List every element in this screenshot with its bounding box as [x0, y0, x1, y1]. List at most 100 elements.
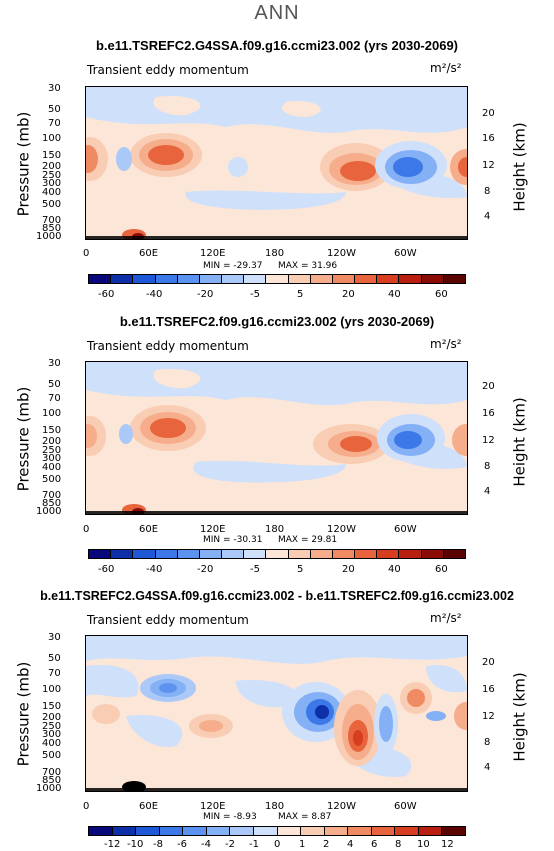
- p2-ytick-400: 400: [42, 462, 62, 473]
- p3-cb-label: 10: [417, 839, 430, 850]
- colorbar-swatch: [399, 275, 422, 283]
- p2-xtick-0: 0: [83, 524, 90, 535]
- panel-3-units: m²/s²: [430, 611, 462, 625]
- p2-ylabel-left: Pressure (mb): [14, 386, 33, 492]
- p3-ytick-850: 850: [42, 775, 62, 786]
- p3-colorbar: [88, 826, 466, 836]
- colorbar-swatch: [111, 550, 134, 558]
- colorbar-swatch: [111, 275, 134, 283]
- colorbar-swatch: [332, 275, 356, 283]
- p1-xtick-60w: 60W: [394, 248, 417, 259]
- panel-1-title: b.e11.TSREFC2.G4SSA.f09.g16.ccmi23.002 (…: [95, 38, 459, 53]
- p2-height-12: 12: [482, 435, 495, 446]
- colorbar-swatch: [395, 827, 419, 835]
- p3-cb-label: 8: [395, 839, 402, 850]
- colorbar-swatch: [355, 550, 378, 558]
- colorbar-swatch: [443, 275, 465, 283]
- p1-cb-label: 5: [297, 289, 304, 300]
- p1-cb-label: 20: [342, 289, 355, 300]
- colorbar-swatch: [310, 550, 333, 558]
- p1-height-8: 8: [484, 186, 491, 197]
- p1-ytick-150: 150: [42, 150, 62, 161]
- colorbar-swatch: [159, 827, 184, 835]
- colorbar-swatch: [421, 275, 444, 283]
- p1-cb-label: -5: [250, 289, 260, 300]
- colorbar-swatch: [371, 827, 396, 835]
- p1-xtick-180: 180: [265, 248, 285, 259]
- colorbar-swatch: [155, 550, 178, 558]
- p1-ytick-500: 500: [42, 199, 62, 210]
- p3-height-12: 12: [482, 711, 495, 722]
- p2-cb-label: 60: [435, 564, 448, 575]
- colorbar-swatch: [355, 275, 378, 283]
- panel-2-title: b.e11.TSREFC2.f09.g16.ccmi23.002 (yrs 20…: [119, 314, 435, 329]
- p1-ytick-1000: 1000: [36, 231, 62, 242]
- p2-height-20: 20: [482, 381, 495, 392]
- colorbar-swatch: [277, 827, 302, 835]
- p3-cb-label: -2: [225, 839, 235, 850]
- colorbar-swatch: [421, 550, 444, 558]
- p1-cb-label: -60: [98, 289, 115, 300]
- p2-xtick-120e: 120E: [200, 524, 226, 535]
- colorbar-swatch: [222, 275, 245, 283]
- p2-height-4: 4: [484, 486, 491, 497]
- p2-xtick-180: 180: [265, 524, 285, 535]
- p2-ytick-1000: 1000: [36, 506, 62, 517]
- p3-cb-label: 1: [299, 839, 306, 850]
- p2-cb-label: 20: [342, 564, 355, 575]
- p3-xtick-120e: 120E: [200, 801, 226, 812]
- colorbar-swatch: [253, 827, 278, 835]
- colorbar-swatch: [177, 275, 200, 283]
- p1-ytick-850: 850: [42, 223, 62, 234]
- p3-cb-label: 6: [371, 839, 378, 850]
- p3-ytick-200: 200: [42, 712, 62, 723]
- p2-cb-label: 40: [388, 564, 401, 575]
- panel-3-plot-area: [85, 635, 468, 792]
- panel-1-variable-label: Transient eddy momentum: [87, 63, 249, 77]
- p1-max-label: MAX = 31.96: [278, 261, 338, 271]
- p3-ytick-500: 500: [42, 750, 62, 761]
- p1-cb-label: 40: [388, 289, 401, 300]
- p1-ytick-400: 400: [42, 187, 62, 198]
- p3-ytick-400: 400: [42, 738, 62, 749]
- p1-ytick-100: 100: [42, 133, 62, 144]
- p3-ytick-250: 250: [42, 721, 62, 732]
- p3-ylabel-right: Height (km): [510, 672, 529, 762]
- p1-xtick-0: 0: [83, 248, 90, 259]
- panel-2-plot-area: [85, 361, 468, 515]
- colorbar-swatch: [112, 827, 137, 835]
- p3-ylabel-left: Pressure (mb): [14, 661, 33, 767]
- p1-cb-label: -40: [146, 289, 163, 300]
- p2-height-16: 16: [482, 408, 495, 419]
- p3-xtick-60e: 60E: [139, 801, 159, 812]
- p3-height-4: 4: [484, 762, 491, 773]
- p2-ytick-250: 250: [42, 445, 62, 456]
- p3-ytick-70: 70: [48, 668, 61, 679]
- p2-cb-label: -20: [197, 564, 214, 575]
- colorbar-swatch: [89, 550, 112, 558]
- colorbar-swatch: [133, 275, 156, 283]
- p2-ytick-30: 30: [48, 358, 61, 369]
- p3-ytick-50: 50: [48, 653, 61, 664]
- p2-cb-label: -60: [98, 564, 115, 575]
- colorbar-swatch: [288, 275, 311, 283]
- p1-colorbar: [88, 274, 466, 284]
- p2-ytick-850: 850: [42, 498, 62, 509]
- p2-height-8: 8: [484, 461, 491, 472]
- p3-height-16: 16: [482, 684, 495, 695]
- panel-1-plot-area: [85, 86, 468, 240]
- p1-ytick-700: 700: [42, 215, 62, 226]
- p2-ytick-70: 70: [48, 393, 61, 404]
- colorbar-swatch: [266, 275, 289, 283]
- p3-cb-label: -1: [249, 839, 259, 850]
- p3-min-label: MIN = -8.93: [203, 812, 257, 822]
- p2-cb-label: 5: [297, 564, 304, 575]
- p2-ylabel-right: Height (km): [510, 397, 529, 487]
- p2-max-label: MAX = 29.81: [278, 535, 338, 545]
- p1-height-16: 16: [482, 133, 495, 144]
- p1-cb-label: 60: [435, 289, 448, 300]
- p2-ytick-700: 700: [42, 490, 62, 501]
- colorbar-swatch: [324, 827, 349, 835]
- p3-ytick-150: 150: [42, 701, 62, 712]
- figure-supertitle: ANN: [254, 2, 300, 24]
